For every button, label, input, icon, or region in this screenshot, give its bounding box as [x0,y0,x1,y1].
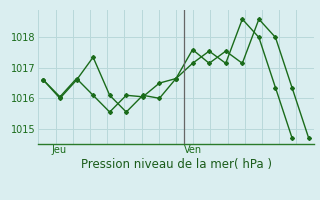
X-axis label: Pression niveau de la mer( hPa ): Pression niveau de la mer( hPa ) [81,158,271,171]
